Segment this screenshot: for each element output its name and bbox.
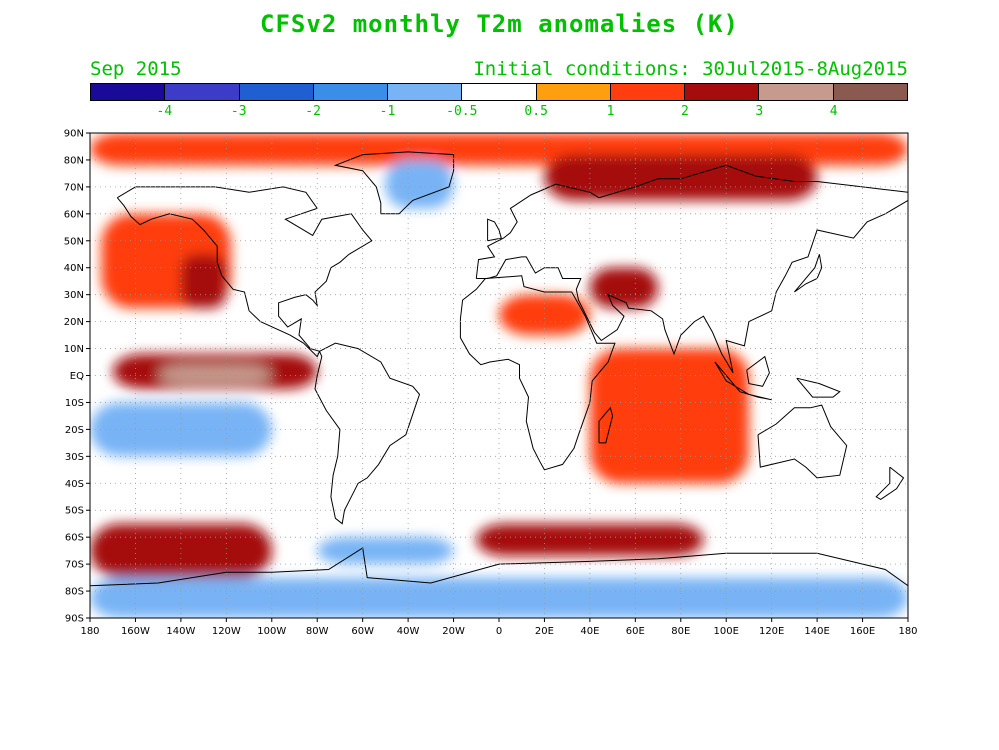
lon-label: 40E <box>580 626 599 637</box>
lon-label: 0 <box>496 626 502 637</box>
coastline <box>487 218 502 242</box>
lon-label: 100W <box>257 626 286 637</box>
colorbar-label: -3 <box>230 104 247 119</box>
colorbar-label: 3 <box>755 104 764 119</box>
lat-label: 60N <box>64 209 84 220</box>
colorbar-segment <box>239 84 314 100</box>
lat-label: 80N <box>64 155 84 166</box>
colorbar-label: -0.5 <box>446 104 478 119</box>
lon-label: 60W <box>351 626 374 637</box>
colorbar-segment <box>759 84 834 100</box>
lon-label: 180 <box>898 626 917 637</box>
colorbar-label: -2 <box>305 104 321 119</box>
colorbar-label: 4 <box>829 104 838 119</box>
coastline <box>714 361 772 401</box>
lat-label: 30S <box>65 452 84 463</box>
colorbar-label: -4 <box>156 104 173 119</box>
anomaly-region <box>476 523 704 557</box>
axis-ticks: 90N 80N 70N 60N 50N 40N 30N 20N 10N EQ 10S 20S 30S 40… <box>64 129 918 638</box>
lat-label: 10N <box>64 344 84 355</box>
coastline <box>475 164 908 374</box>
lat-label: 20S <box>65 425 84 436</box>
coastline <box>314 342 421 525</box>
lat-label: 10S <box>65 398 84 409</box>
coastline <box>116 186 373 358</box>
lon-label: 160E <box>850 626 875 637</box>
lat-label: 90N <box>64 129 84 140</box>
lat-label: 40S <box>65 479 84 490</box>
coastline <box>757 404 848 479</box>
lon-label: 80W <box>306 626 329 637</box>
lat-label: 40N <box>64 263 84 274</box>
lon-label: 160W <box>121 626 150 637</box>
colorbar-segment <box>91 84 166 100</box>
coastlines <box>90 151 908 587</box>
coastline <box>875 466 905 500</box>
anomaly-region <box>180 254 227 309</box>
lat-label: 70S <box>65 560 84 571</box>
lon-label: 20W <box>442 626 465 637</box>
colorbar-segment <box>536 84 611 100</box>
map-title: CFSv2 monthly T2m anomalies (K) <box>260 10 739 38</box>
coastline <box>459 275 616 471</box>
lat-label: 90S <box>65 614 84 625</box>
lon-label: 80E <box>671 626 690 637</box>
anomaly-region <box>499 294 590 336</box>
anomaly-region <box>544 154 818 201</box>
lon-label: 180 <box>80 626 99 637</box>
colorbar-segment <box>833 84 907 100</box>
initial-conditions: Initial conditions: 30Jul2015-8Aug2015 <box>473 58 908 80</box>
lon-label: 60E <box>626 626 645 637</box>
lat-label: 80S <box>65 587 84 598</box>
coastline <box>796 377 841 398</box>
colorbar-segment <box>165 84 240 100</box>
colorbar-label: 0.5 <box>524 104 548 119</box>
anomaly-region <box>589 267 659 309</box>
colorbar <box>90 83 908 101</box>
lat-label: 70N <box>64 182 84 193</box>
anomaly-region <box>90 577 908 618</box>
lat-label: 50N <box>64 236 84 247</box>
lon-label: 40W <box>397 626 420 637</box>
lon-label: 100E <box>714 626 739 637</box>
lat-lon-grid <box>90 133 908 618</box>
anomaly-region <box>317 537 454 565</box>
lon-label: 120E <box>759 626 784 637</box>
forecast-month: Sep 2015 <box>90 58 182 80</box>
lon-label: 140E <box>804 626 829 637</box>
coastline <box>746 355 770 387</box>
coastline <box>333 151 455 215</box>
anomaly-region <box>158 364 272 384</box>
colorbar-label: -1 <box>379 104 396 119</box>
lat-label: 60S <box>65 533 84 544</box>
colorbar-segment <box>610 84 686 100</box>
colorbar-segment <box>388 84 463 100</box>
colorbar-segment <box>462 84 537 100</box>
colorbar-segment <box>685 84 760 100</box>
anomaly-region <box>385 159 454 209</box>
lat-label: EQ <box>70 371 84 382</box>
lon-label: 140W <box>166 626 195 637</box>
coastline <box>90 547 908 587</box>
colorbar-label: 2 <box>680 104 689 119</box>
lat-label: 30N <box>64 290 84 301</box>
colorbar-segment <box>313 84 389 100</box>
lon-label: 120W <box>212 626 241 637</box>
lon-label: 20E <box>535 626 554 637</box>
lat-label: 20N <box>64 317 84 328</box>
colorbar-label: 1 <box>606 104 615 119</box>
coastline <box>794 254 823 293</box>
lat-label: 50S <box>65 506 84 517</box>
anomaly-region <box>90 523 272 578</box>
anomaly-region <box>589 348 749 484</box>
coastline <box>598 406 614 444</box>
